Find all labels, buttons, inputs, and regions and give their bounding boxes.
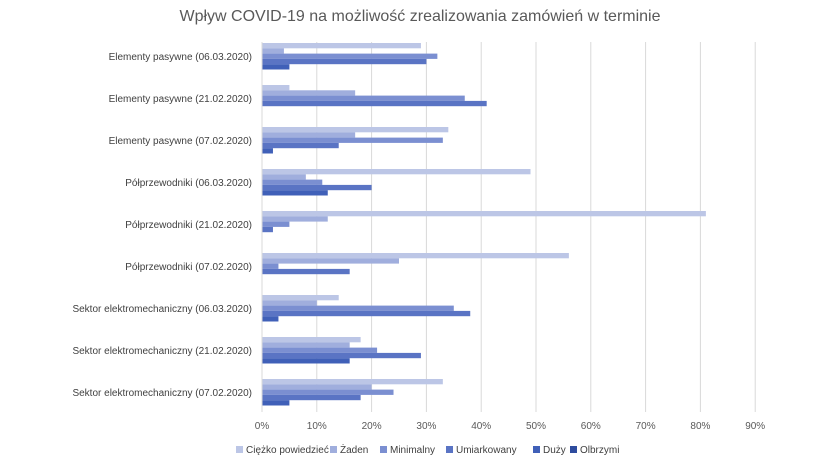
category-label: Sektor elektromechaniczny (06.03.2020) xyxy=(72,304,252,315)
category-label: Półprzewodniki (06.03.2020) xyxy=(125,178,252,189)
x-tick-label: 80% xyxy=(690,421,710,432)
bar xyxy=(262,352,421,359)
bars xyxy=(261,42,706,412)
bar xyxy=(262,216,328,222)
bar xyxy=(262,347,378,353)
bar xyxy=(262,316,279,322)
bar xyxy=(262,221,290,227)
bar xyxy=(262,48,284,54)
bar xyxy=(262,379,443,385)
bar xyxy=(262,305,454,311)
category-label: Elementy pasywne (21.02.2020) xyxy=(109,94,252,105)
category-label: Sektor elektromechaniczny (21.02.2020) xyxy=(72,346,252,357)
bar xyxy=(262,64,290,70)
legend-swatch xyxy=(236,446,243,453)
category-label: Półprzewodniki (07.02.2020) xyxy=(125,262,252,273)
bar xyxy=(262,342,350,348)
category-label: Elementy pasywne (07.02.2020) xyxy=(109,136,252,147)
bar xyxy=(262,85,290,91)
x-tick-labels: 0% 10% 20% 30% 40% 50% 60% 70% 80% 90% xyxy=(255,421,766,432)
bar xyxy=(262,179,323,185)
bar xyxy=(262,184,372,191)
bar xyxy=(262,263,279,269)
bar xyxy=(262,211,706,217)
bar xyxy=(262,253,569,259)
x-tick-label: 90% xyxy=(745,421,765,432)
category-label: Półprzewodniki (21.02.2020) xyxy=(125,220,252,231)
x-tick-label: 70% xyxy=(636,421,656,432)
bar xyxy=(262,310,471,317)
bar xyxy=(262,358,350,364)
legend-swatch xyxy=(446,446,453,453)
legend-label: Żaden xyxy=(340,443,368,456)
x-tick-label: 60% xyxy=(581,421,601,432)
category-label: Sektor elektromechaniczny (07.02.2020) xyxy=(72,388,252,399)
legend-swatch xyxy=(570,446,577,453)
x-tick-label: 50% xyxy=(526,421,546,432)
x-tick-label: 40% xyxy=(471,421,491,432)
category-labels: Elementy pasywne (06.03.2020) Elementy pa… xyxy=(72,52,252,399)
x-tick-label: 10% xyxy=(307,421,327,432)
bar xyxy=(262,142,339,149)
bar xyxy=(262,400,290,406)
bar xyxy=(262,174,306,180)
legend: Ciężko powiedzieć Żaden Minimalny Umiarkowa… xyxy=(236,443,619,456)
bar xyxy=(262,100,487,107)
legend-label: Umiarkowany xyxy=(456,445,517,456)
bar xyxy=(262,127,449,133)
category-label: Elementy pasywne (06.03.2020) xyxy=(109,52,252,63)
bar xyxy=(262,300,317,306)
bar xyxy=(262,137,443,143)
bar xyxy=(262,190,328,196)
bar xyxy=(262,226,273,233)
legend-label: Duży xyxy=(543,445,566,456)
legend-swatch xyxy=(330,446,337,453)
legend-label: Ciężko powiedzieć xyxy=(246,445,329,456)
legend-label: Minimalny xyxy=(390,445,435,456)
legend-swatch xyxy=(533,446,540,453)
bar xyxy=(262,43,421,49)
bar xyxy=(262,384,372,390)
bar xyxy=(262,132,356,138)
bar xyxy=(262,148,273,154)
bar xyxy=(262,53,438,59)
legend-swatch xyxy=(380,446,387,453)
bar xyxy=(262,258,399,264)
chart-title: Wpływ COVID-19 na możliwość zrealizowani… xyxy=(179,8,660,25)
bar xyxy=(262,90,356,96)
bar xyxy=(262,268,350,275)
x-tick-label: 0% xyxy=(255,421,270,432)
bar xyxy=(262,394,361,401)
legend-label: Olbrzymi xyxy=(580,445,619,456)
bar xyxy=(262,389,394,395)
x-tick-label: 30% xyxy=(416,421,436,432)
bar xyxy=(262,295,339,301)
bar xyxy=(262,337,361,343)
x-tick-label: 20% xyxy=(362,421,382,432)
bar xyxy=(262,95,465,101)
bar xyxy=(262,58,427,65)
bar xyxy=(262,169,531,175)
